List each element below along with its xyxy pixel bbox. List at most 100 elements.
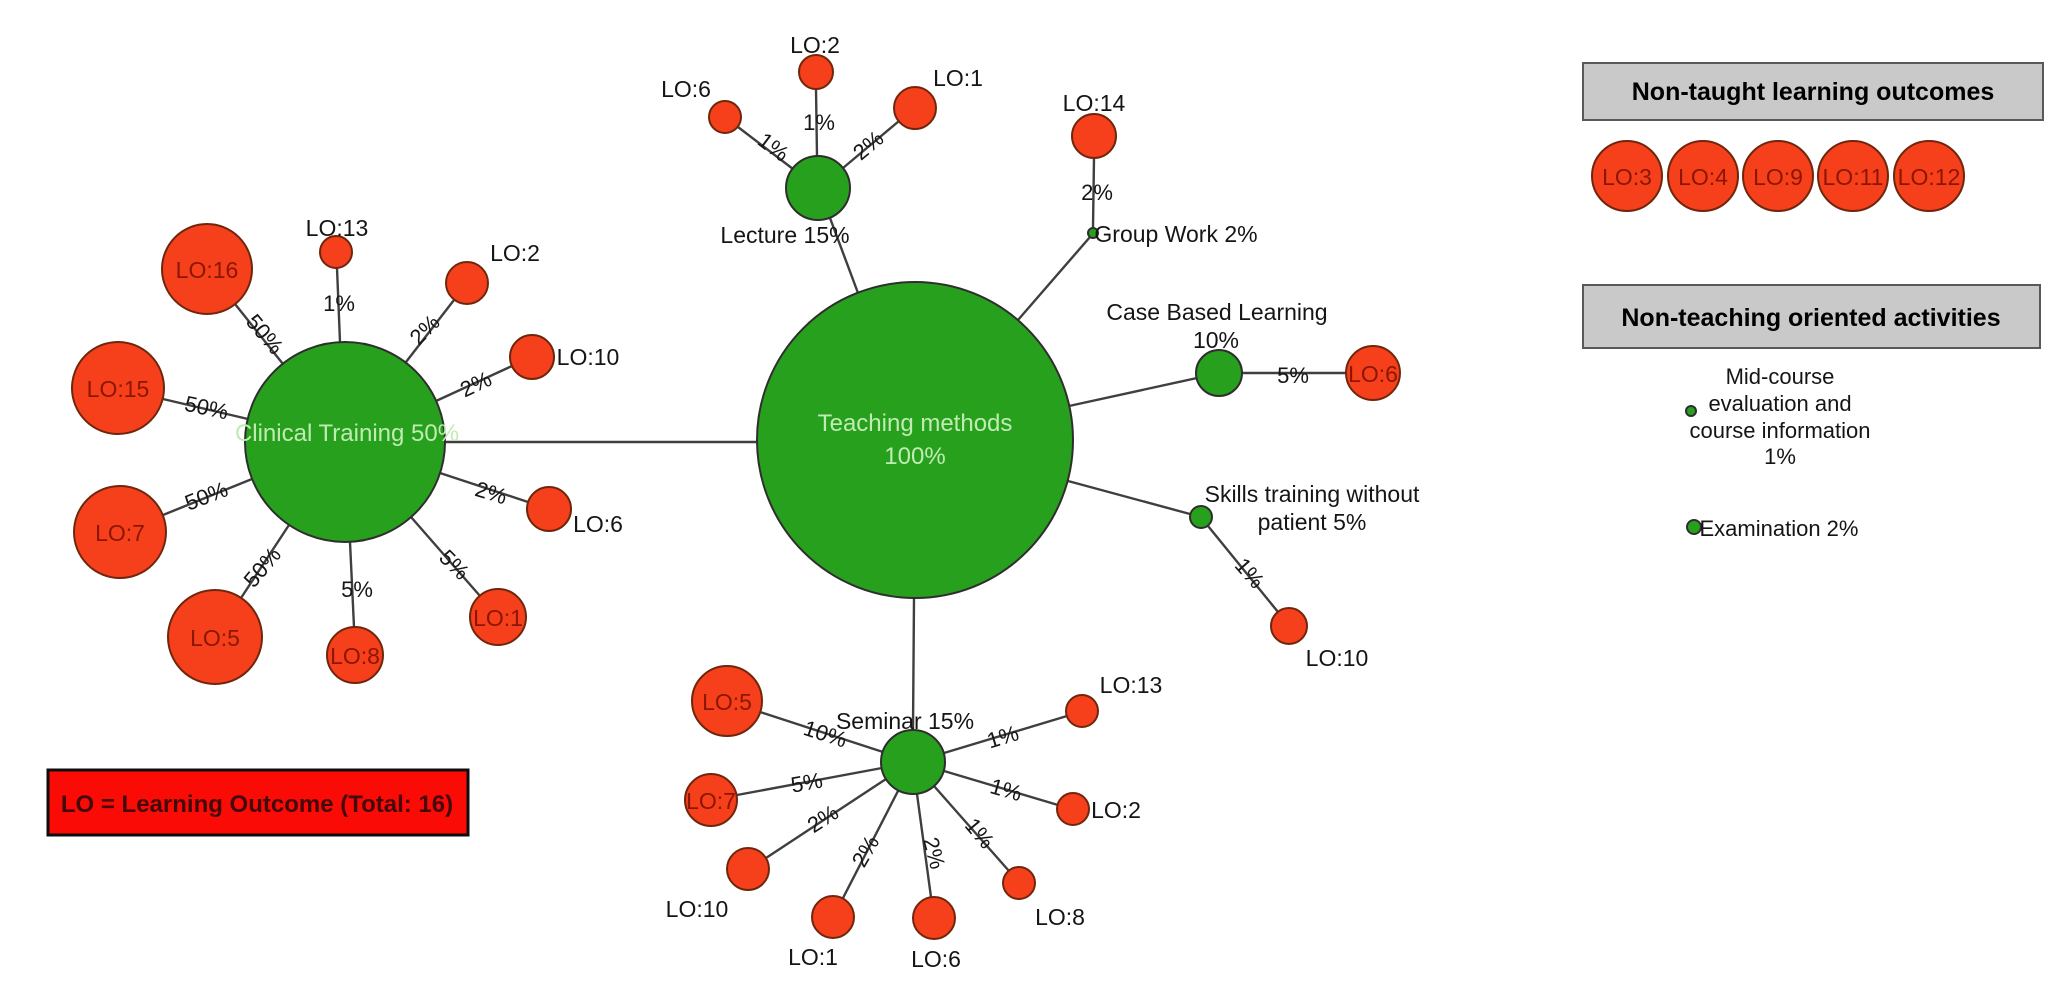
legend-lo12-label: LO:12	[1898, 164, 1961, 190]
seminar-lo2-label: LO:2	[1091, 797, 1141, 823]
seminar-lo1-pct-label: 2%	[847, 831, 885, 871]
case-based-lo6-node	[1345, 345, 1401, 401]
group-work-lo14-label: LO:14	[1063, 90, 1126, 116]
cluster-clinical: Clinical Training 50% LO:16 50% LO:13 1%…	[71, 215, 623, 685]
clinical-lo6-node	[526, 486, 572, 532]
skills-lo10-label: LO:10	[1306, 645, 1369, 671]
cluster-lecture: Lecture 15% LO:6 1% LO:2 1% LO:1 2%	[661, 32, 983, 248]
clinical-training-label: Clinical Training 50%	[235, 420, 459, 447]
clinical-lo10-label: LO:10	[557, 344, 620, 370]
lecture-lo2-node	[798, 54, 834, 90]
seminar-label: Seminar 15%	[836, 708, 974, 734]
seminar-lo7-label: LO:7	[686, 788, 736, 814]
clinical-lo16-label: LO:16	[176, 257, 239, 283]
cluster-teaching: Teaching methods 100%	[756, 281, 1074, 599]
legend-lo9-node	[1742, 140, 1814, 212]
seminar-lo10-pct-label: 2%	[803, 800, 843, 838]
clinical-lo6-label: LO:6	[573, 511, 623, 537]
legend-non-teaching-box	[1582, 284, 2041, 349]
clinical-lo2-pct-label: 2%	[405, 310, 445, 350]
group-work-lo14-pct-label: 2%	[1081, 180, 1113, 205]
lecture-edges	[737, 88, 900, 294]
seminar-lo8-pct-label: 1%	[960, 813, 1000, 853]
skills-node	[1189, 505, 1213, 529]
skills-edges	[1067, 479, 1279, 613]
mid-course-line-3: course information	[1690, 418, 1871, 443]
legend-lo11-node	[1817, 140, 1889, 212]
lecture-lo6-pct-label: 1%	[753, 127, 793, 166]
seminar-lo2-pct-label: 1%	[987, 773, 1024, 806]
case-based-node	[1195, 349, 1243, 397]
seminar-lo13-node	[1065, 694, 1099, 728]
clinical-lo5-node	[167, 589, 263, 685]
seminar-edges	[736, 597, 1068, 899]
lecture-lo2-label: LO:2	[790, 32, 840, 58]
seminar-lo6-pct-label: 2%	[918, 834, 950, 871]
seminar-lo6-node	[912, 896, 956, 940]
seminar-lo8-node	[1002, 866, 1036, 900]
case-based-pct-label: 10%	[1193, 327, 1239, 353]
legend-lo3-label: LO:3	[1602, 164, 1652, 190]
seminar-lo7-pct-label: 5%	[789, 768, 825, 798]
seminar-node	[880, 729, 946, 795]
lecture-lo2-pct-label: 1%	[803, 110, 835, 135]
lecture-label: Lecture 15%	[720, 222, 849, 248]
legend-lo4-label: LO:4	[1678, 164, 1728, 190]
clinical-edges	[162, 267, 757, 628]
callout-box	[46, 768, 470, 837]
clinical-lo10-node	[509, 334, 555, 380]
group-work-edges	[1017, 157, 1096, 321]
clinical-lo1-label: LO:1	[473, 605, 523, 631]
clinical-lo15-pct-label: 50%	[182, 391, 230, 425]
examination-dot	[1686, 519, 1702, 535]
skills-label-line1: Skills training without	[1205, 481, 1420, 507]
clinical-lo5-label: LO:5	[190, 625, 240, 651]
lecture-lo6-node	[708, 100, 742, 134]
clinical-lo10-pct-label: 2%	[456, 366, 495, 402]
clinical-lo16-node	[161, 223, 253, 315]
lecture-lo1-node	[893, 86, 937, 130]
cluster-group-work: Group Work 2% LO:14 2%	[1063, 90, 1258, 247]
legend-non-teaching: Non-teaching oriented activities Mid-cou…	[1582, 284, 2041, 541]
seminar-lo1-label: LO:1	[788, 944, 838, 970]
case-based-lo6-pct-label: 5%	[1277, 363, 1309, 388]
seminar-lo5-label: LO:5	[702, 689, 752, 715]
case-based-edges	[1068, 371, 1346, 408]
lecture-node	[785, 155, 851, 221]
mid-course-line-2: evaluation and	[1708, 391, 1851, 416]
clinical-lo8-label: LO:8	[330, 643, 380, 669]
legend-non-taught: Non-taught learning outcomes LO:3 LO:4 L…	[1582, 62, 2044, 212]
cluster-case-based: Case Based Learning 10% LO:6 5%	[1106, 299, 1401, 401]
clinical-lo13-pct-label: 1%	[323, 291, 355, 316]
seminar-lo2-node	[1056, 792, 1090, 826]
clinical-lo7-node	[73, 485, 167, 579]
clinical-lo2-node	[445, 261, 489, 305]
group-work-label: Group Work 2%	[1094, 221, 1257, 247]
callout-text: LO = Learning Outcome (Total: 16)	[61, 791, 453, 818]
mid-course-line-4: 1%	[1764, 444, 1796, 469]
legend-non-taught-box	[1582, 62, 2044, 121]
legend-lo9-label: LO:9	[1753, 164, 1803, 190]
clinical-lo8-pct-label: 5%	[341, 577, 373, 602]
clinical-lo6-pct-label: 2%	[472, 476, 510, 509]
legend-non-taught-title: Non-taught learning outcomes	[1632, 78, 1995, 106]
edges	[162, 88, 1346, 899]
seminar-lo13-pct-label: 1%	[984, 720, 1022, 753]
mid-course-line-1: Mid-course	[1726, 364, 1835, 389]
seminar-lo1-node	[811, 895, 855, 939]
skills-label-line2: patient 5%	[1258, 509, 1367, 535]
mid-course-dot	[1685, 405, 1697, 417]
legend-lo11-label: LO:11	[1823, 164, 1884, 190]
clinical-training-node	[244, 341, 446, 543]
clinical-lo13-label: LO:13	[306, 215, 369, 241]
clinical-lo1-node	[469, 588, 527, 646]
clinical-lo15-label: LO:15	[87, 376, 150, 402]
examination-label: Examination 2%	[1700, 516, 1859, 541]
seminar-lo10-label: LO:10	[666, 896, 729, 922]
case-based-lo6-label: LO:6	[1348, 361, 1398, 387]
seminar-lo8-label: LO:8	[1035, 904, 1085, 930]
teaching-methods-node	[756, 281, 1074, 599]
legend-non-teaching-title: Non-teaching oriented activities	[1621, 304, 2000, 332]
